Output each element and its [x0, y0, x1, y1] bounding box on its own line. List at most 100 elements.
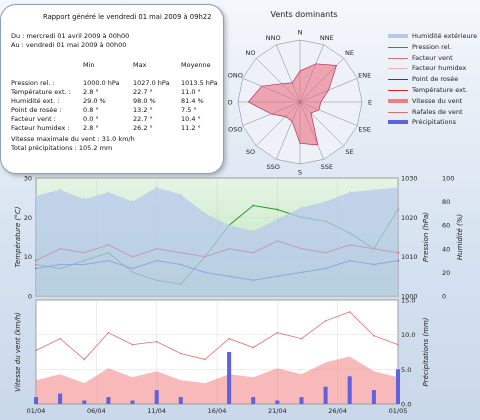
axis-label-pressure: Pression (hPa) [422, 212, 430, 262]
y-tick-temp: 30 [24, 175, 32, 183]
legend-swatch [388, 111, 408, 113]
legend-label: Point de rosée [412, 75, 459, 84]
y-tick-precip: 5.0 [401, 366, 411, 374]
stat-max: 13.2 ° [133, 106, 153, 114]
x-tick-label: 01/05 [389, 407, 408, 415]
stat-max: 26.2 ° [133, 124, 153, 132]
axis-label-humidity: Humidité (%) [456, 214, 464, 261]
gust-point [373, 334, 375, 337]
legend-label: Vitesse du vent [412, 96, 463, 105]
report-panel: Rapport généré le vendredi 01 mai 2009 à… [0, 4, 224, 174]
y-tick-pressure: 1020 [401, 214, 418, 222]
stat-avg: 81.4 % [181, 97, 204, 105]
legend-label: Rafales de vent [412, 107, 463, 116]
y-tick-precip: 15.0 [401, 297, 415, 305]
stat-label: Pression rel. : [11, 79, 55, 87]
precip-bar [82, 400, 87, 404]
y-tick-humidity: 80 [442, 198, 450, 206]
rose-direction-label: ONO [228, 72, 243, 80]
stat-label: Facteur vent : [11, 115, 56, 123]
main-charts: 01020301000101010201030020406080100Tempé… [14, 175, 464, 416]
gust-point [252, 346, 254, 349]
series-point [348, 191, 351, 194]
gust-point [35, 349, 37, 352]
report-from: Du : mercredi 01 avril 2009 à 00h00 [11, 32, 130, 40]
series-point [204, 212, 206, 215]
rose-direction-label: OSO [228, 125, 242, 133]
gust-point [397, 343, 399, 346]
legend-swatch [388, 98, 408, 103]
gust-point [180, 352, 182, 355]
rose-direction-label: O [227, 99, 232, 107]
rose-direction-label: S [298, 169, 302, 177]
header-max: Max [133, 61, 147, 69]
stat-label: Température ext. : [11, 88, 71, 96]
y-tick-precip: 0.0 [401, 401, 411, 409]
header-avg: Moyenne [181, 61, 211, 69]
gust-point [276, 331, 279, 334]
rose-direction-label: SSE [321, 163, 333, 171]
rose-direction-label: ESE [359, 125, 371, 133]
y-tick-pressure: 1000 [401, 293, 418, 301]
stat-min: 0.8 ° [83, 106, 99, 114]
stat-max: 98.0 % [133, 97, 156, 105]
gust-point [83, 358, 86, 361]
gust-point [155, 340, 158, 343]
stat-avg: 11.2 ° [181, 124, 201, 132]
precip-bar [299, 397, 304, 404]
rose-direction-label: N [298, 29, 303, 37]
series-point [276, 208, 279, 211]
legend-swatch [388, 34, 408, 38]
series-humidite-area [36, 187, 398, 296]
x-tick-label: 26/04 [328, 407, 347, 415]
rose-direction-label: SE [345, 148, 353, 156]
rose-direction-label: NE [345, 49, 354, 57]
axis-label-precip: Précipitations (mm) [422, 317, 430, 386]
y-tick-humidity: 20 [442, 269, 450, 277]
y-tick-humidity: 100 [442, 175, 454, 183]
series-point [324, 200, 327, 203]
series-point [59, 188, 61, 191]
legend-label: Humidité extérieure [412, 32, 478, 40]
rose-direction-label: E [368, 99, 372, 107]
stat-avg: 7.5 ° [181, 106, 197, 114]
legend-label: Précipitations [412, 118, 457, 127]
legend-label: Facteur humidex [412, 64, 467, 73]
legend-label: Pression rel. [412, 42, 452, 51]
precip-bar [106, 397, 111, 404]
rose-direction-label: NO [246, 49, 256, 57]
stat-max: 22.7 ° [133, 88, 153, 96]
series-point [276, 218, 279, 221]
header-min: Min [83, 61, 95, 69]
legend-swatch [388, 120, 408, 125]
stat-label: Facteur humidex : [11, 124, 70, 132]
series-point [228, 224, 231, 227]
series-point [300, 206, 303, 209]
legend-label: Facteur vent [412, 53, 453, 62]
total-precip: Total précipitations : 105.2 mm [11, 144, 113, 152]
gust-point [107, 331, 110, 334]
precip-bar [251, 397, 256, 404]
y-tick-humidity: 40 [442, 245, 450, 253]
legend-swatch [388, 68, 408, 70]
x-tick-label: 01/04 [27, 407, 46, 415]
stat-avg: 11.0 ° [181, 88, 201, 96]
precip-bar [227, 352, 232, 404]
precip-bar [34, 397, 38, 404]
series-point [131, 200, 134, 203]
stat-label: Humidité ext. : [11, 97, 60, 105]
series-wind-speed-area [36, 356, 398, 404]
precip-bar [371, 390, 376, 404]
series-gusts-line [35, 311, 399, 360]
gust-point [348, 311, 351, 313]
stat-max: 22.7 ° [133, 115, 153, 123]
y-tick-temp: 0 [28, 293, 32, 301]
stat-min: 29.0 % [83, 97, 106, 105]
x-tick-label: 21/04 [268, 407, 287, 415]
series-point [107, 191, 110, 194]
report-title: Rapport généré le vendredi 01 mai 2009 à… [43, 13, 212, 21]
precip-bar [275, 400, 280, 404]
gust-point [204, 358, 206, 361]
y-tick-temp: 20 [24, 214, 32, 222]
rose-direction-label: NNO [266, 34, 281, 42]
